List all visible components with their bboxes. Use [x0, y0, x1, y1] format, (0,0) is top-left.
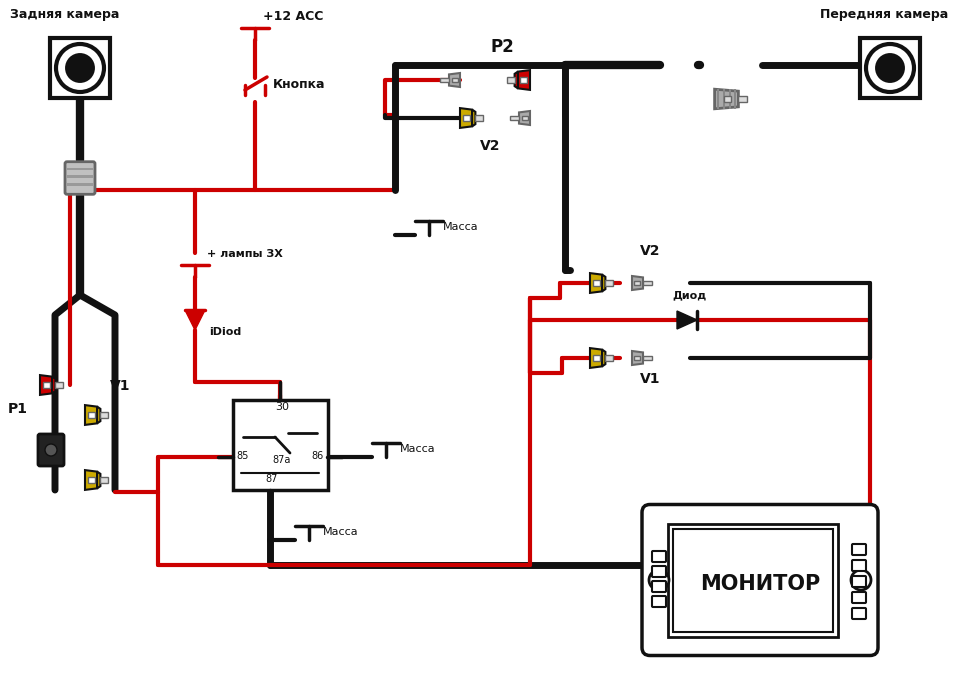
Circle shape — [866, 44, 914, 92]
Circle shape — [876, 55, 903, 81]
FancyBboxPatch shape — [852, 544, 866, 555]
Bar — [723, 89, 725, 108]
Bar — [729, 89, 731, 108]
Bar — [43, 382, 50, 388]
Bar — [88, 477, 95, 483]
Polygon shape — [602, 274, 606, 291]
Bar — [593, 355, 600, 361]
Text: +12 ACC: +12 ACC — [263, 10, 324, 23]
Bar — [475, 116, 483, 120]
FancyBboxPatch shape — [652, 551, 666, 562]
Text: 87: 87 — [266, 474, 278, 484]
Text: Масса: Масса — [400, 444, 436, 454]
Text: 30: 30 — [275, 402, 289, 412]
Polygon shape — [677, 311, 697, 329]
Bar — [232, 400, 327, 490]
FancyBboxPatch shape — [642, 505, 878, 655]
Text: 86: 86 — [311, 451, 324, 461]
Circle shape — [45, 444, 57, 456]
Text: Передняя камера: Передняя камера — [820, 8, 948, 21]
FancyBboxPatch shape — [652, 566, 666, 577]
Polygon shape — [515, 71, 517, 88]
Text: Задняя камера: Задняя камера — [10, 8, 119, 21]
Polygon shape — [632, 351, 643, 365]
Polygon shape — [472, 110, 475, 127]
Polygon shape — [714, 89, 738, 108]
Bar — [507, 78, 515, 83]
Bar — [635, 356, 640, 360]
Bar — [522, 116, 528, 120]
Bar — [860, 38, 920, 98]
Polygon shape — [602, 349, 606, 366]
Polygon shape — [52, 377, 56, 393]
Bar — [101, 477, 108, 482]
Bar — [643, 356, 652, 360]
Polygon shape — [97, 472, 101, 489]
Polygon shape — [449, 73, 460, 87]
Text: iDiod: iDiod — [209, 327, 241, 337]
FancyBboxPatch shape — [852, 576, 866, 587]
Bar — [520, 77, 527, 83]
Polygon shape — [590, 273, 602, 293]
Bar — [738, 96, 747, 101]
Polygon shape — [517, 70, 530, 90]
Bar — [88, 412, 95, 418]
Bar — [56, 382, 63, 388]
Polygon shape — [40, 375, 52, 395]
FancyBboxPatch shape — [65, 162, 95, 195]
Circle shape — [67, 55, 93, 81]
FancyBboxPatch shape — [652, 581, 666, 592]
Bar — [673, 528, 833, 631]
Polygon shape — [97, 407, 101, 424]
Polygon shape — [519, 111, 530, 125]
Polygon shape — [85, 470, 97, 490]
Text: МОНИТОР: МОНИТОР — [700, 574, 820, 594]
Bar — [668, 524, 838, 636]
Bar — [67, 176, 93, 178]
Text: V1: V1 — [640, 372, 660, 386]
Bar — [464, 115, 469, 121]
Text: Кнопка: Кнопка — [273, 78, 325, 91]
Text: V2: V2 — [640, 244, 660, 258]
Text: + лампы ЗХ: + лампы ЗХ — [207, 249, 283, 259]
Text: Масса: Масса — [323, 527, 359, 537]
FancyBboxPatch shape — [652, 596, 666, 607]
Text: 87a: 87a — [273, 455, 291, 465]
Bar — [593, 280, 600, 286]
Bar — [440, 78, 449, 82]
Circle shape — [56, 44, 104, 92]
Polygon shape — [590, 348, 602, 368]
Text: V1: V1 — [110, 379, 131, 393]
Bar — [67, 183, 93, 186]
FancyBboxPatch shape — [852, 592, 866, 603]
Circle shape — [649, 570, 669, 590]
Polygon shape — [185, 310, 205, 330]
Bar — [725, 96, 732, 101]
FancyBboxPatch shape — [38, 434, 64, 466]
Text: V2: V2 — [480, 139, 500, 153]
Bar — [101, 412, 108, 418]
Bar — [50, 38, 110, 98]
Text: Масса: Масса — [443, 222, 479, 232]
Bar — [717, 89, 719, 108]
Bar — [643, 281, 652, 285]
Bar — [510, 116, 519, 120]
Text: 85: 85 — [237, 451, 250, 461]
Polygon shape — [632, 276, 643, 290]
Bar — [606, 281, 613, 286]
Circle shape — [851, 570, 871, 590]
Text: P1: P1 — [8, 402, 28, 416]
Text: Диод: Диод — [672, 290, 707, 300]
Polygon shape — [460, 108, 472, 128]
Polygon shape — [85, 405, 97, 425]
Bar — [67, 167, 93, 170]
Bar — [452, 78, 458, 82]
Bar — [606, 356, 613, 360]
Bar — [635, 281, 640, 285]
FancyBboxPatch shape — [852, 608, 866, 619]
FancyBboxPatch shape — [852, 560, 866, 571]
Text: P2: P2 — [490, 38, 514, 56]
Bar — [734, 89, 736, 108]
